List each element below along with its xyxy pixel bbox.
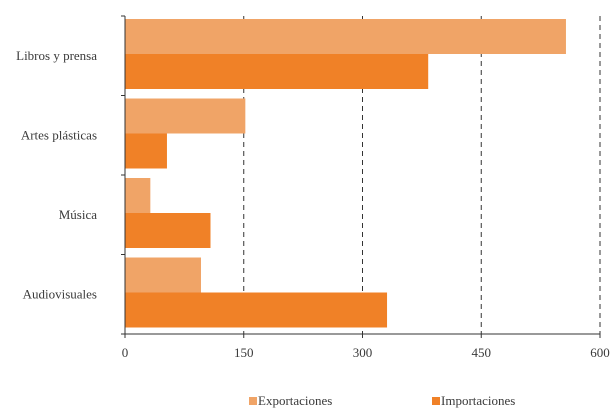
x-tick-labels: 0 150 300 450 600: [122, 345, 610, 360]
category-label-1: Artes plásticas: [21, 127, 97, 142]
category-label-2: Música: [59, 207, 98, 222]
legend: Exportaciones Importaciones: [249, 393, 515, 408]
category-label-3: Audiovisuales: [23, 286, 97, 301]
x-tick-label-0: 0: [122, 345, 129, 360]
bars: [125, 19, 566, 328]
x-tick-label-300: 300: [353, 345, 373, 360]
category-labels: Libros y prensa Artes plásticas Música Audi…: [16, 48, 97, 302]
legend-swatch-importaciones: [432, 397, 440, 405]
bar-exportaciones-0: [125, 19, 566, 54]
bar-exportaciones-3: [125, 257, 201, 293]
x-tick-label-600: 600: [590, 345, 610, 360]
gridlines: [243, 16, 601, 334]
legend-label-importaciones: Importaciones: [441, 393, 515, 408]
axes: [121, 15, 601, 338]
bar-importaciones-2: [125, 213, 211, 248]
legend-swatch-exportaciones: [249, 397, 257, 405]
legend-label-exportaciones: Exportaciones: [258, 393, 332, 408]
bar-importaciones-0: [125, 54, 429, 89]
category-label-0: Libros y prensa: [16, 48, 97, 63]
bar-importaciones-3: [125, 292, 388, 328]
bar-importaciones-1: [125, 133, 167, 169]
x-tick-label-150: 150: [234, 345, 254, 360]
bar-exportaciones-1: [125, 98, 246, 134]
x-tick-label-450: 450: [472, 345, 492, 360]
bar-exportaciones-2: [125, 178, 151, 213]
